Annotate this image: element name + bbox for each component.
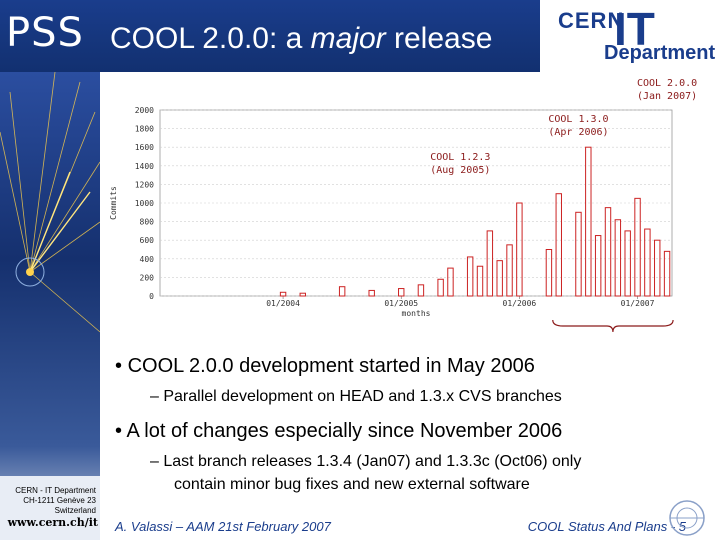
y-tick-label: 0 [149,292,154,301]
bullet-1: • COOL 2.0.0 development started in May … [115,355,535,377]
slide-title: COOL 2.0.0: a major release [110,22,492,56]
sidebar-footer [0,476,100,540]
bar [614,219,622,297]
bar [594,235,602,297]
title-bar: PSS COOL 2.0.0: a major release [0,0,540,72]
y-tick-label: 400 [140,255,155,264]
footer-author: A. Valassi – AAM 21st February 2007 [115,519,331,534]
bar [476,265,484,297]
y-tick-label: 1000 [135,199,154,208]
slide-header: PSS COOL 2.0.0: a major release CERN IT … [0,0,720,72]
release-annotation: (Jan 2007) [637,91,697,102]
bar [338,286,346,297]
footer-page: COOL Status And Plans - 5 [527,519,686,534]
bar [644,228,651,297]
y-tick-label: 1800 [135,125,154,134]
bar [585,146,592,297]
release-annotation: COOL 1.2.3 [430,152,490,163]
release-annotation: COOL 1.3.0 [548,114,608,125]
bar [516,202,523,297]
bar [299,292,306,297]
y-tick-label: 1600 [135,143,154,152]
brand-label: PSS [6,10,84,56]
y-tick-label: 200 [140,273,155,282]
bar [575,211,582,297]
bullet-2-sub-continued: contain minor bug fixes and new external… [174,476,530,493]
sidebar-website: www.cern.ch/it [7,516,98,529]
sidebar-image [0,72,100,540]
y-tick-label: 600 [140,236,155,245]
address-line: CERN - IT Department [15,486,96,495]
bar [663,250,671,297]
bullet-2-text: A lot of changes especially since Novemb… [126,420,563,442]
x-tick-label: 01/2005 [384,299,418,308]
x-axis-label: months [402,309,431,318]
cern-it-logo: CERN IT Department [546,3,716,64]
bar [604,207,612,297]
x-tick-label: 01/2006 [503,299,537,308]
bullet-1-text: COOL 2.0.0 development started in May 20… [127,355,535,377]
release-annotation: (Aug 2005) [430,165,490,176]
y-tick-label: 2000 [135,106,154,115]
bar [417,284,425,297]
bar [654,239,661,297]
bar [486,230,494,297]
x-tick-label: 01/2004 [266,299,300,308]
title-emphasis: major [310,22,386,55]
particle-tracks-image [0,72,100,333]
title-prefix: COOL 2.0.0: a [110,22,311,55]
bar [624,230,631,297]
bar [368,289,375,297]
bar [634,197,641,297]
bar [496,260,503,297]
commits-chart: 0 200 400 600 800 1000 1200 1400 1600 1800 2000 Com… [109,78,697,333]
bullet-2-sub: – Last branch releases 1.3.4 (Jan07) and… [150,453,582,470]
bar [279,291,287,297]
address-line: CH-1211 Genève 23 [23,496,96,505]
y-tick-label: 1400 [135,162,154,171]
bullet-1-sub: – Parallel development on HEAD and 1.3.x… [150,388,562,405]
bar [555,193,562,297]
logo-cern: CERN [558,8,625,33]
bar [447,267,454,297]
bullet-2: • A lot of changes especially since Nove… [115,420,563,442]
y-axis-label: Commits [109,186,118,220]
bar [437,278,444,297]
bar [466,256,474,297]
logo-it: IT [614,3,655,55]
sidebar-address: CERN - IT Department CH-1211 Genève 23 S… [2,486,96,516]
bullet-1-sub-text: Parallel development on HEAD and 1.3.x C… [163,388,562,405]
cern-logo-icon [669,500,705,536]
title-suffix: release [385,22,493,55]
bar [506,244,513,297]
bullet-2-sub-text: Last branch releases 1.3.4 (Jan07) and 1… [163,453,582,470]
y-tick-label: 800 [140,218,155,227]
y-tick-label: 1200 [135,180,154,189]
release-annotation: (Apr 2006) [548,127,608,138]
release-annotation: COOL 2.0.0 [637,78,697,89]
x-tick-label: 01/2007 [621,299,655,308]
bar [398,288,405,297]
bar [545,249,553,297]
branch-brace [552,319,674,333]
logo-department: Department [604,42,716,64]
address-line: Switzerland [54,506,96,515]
